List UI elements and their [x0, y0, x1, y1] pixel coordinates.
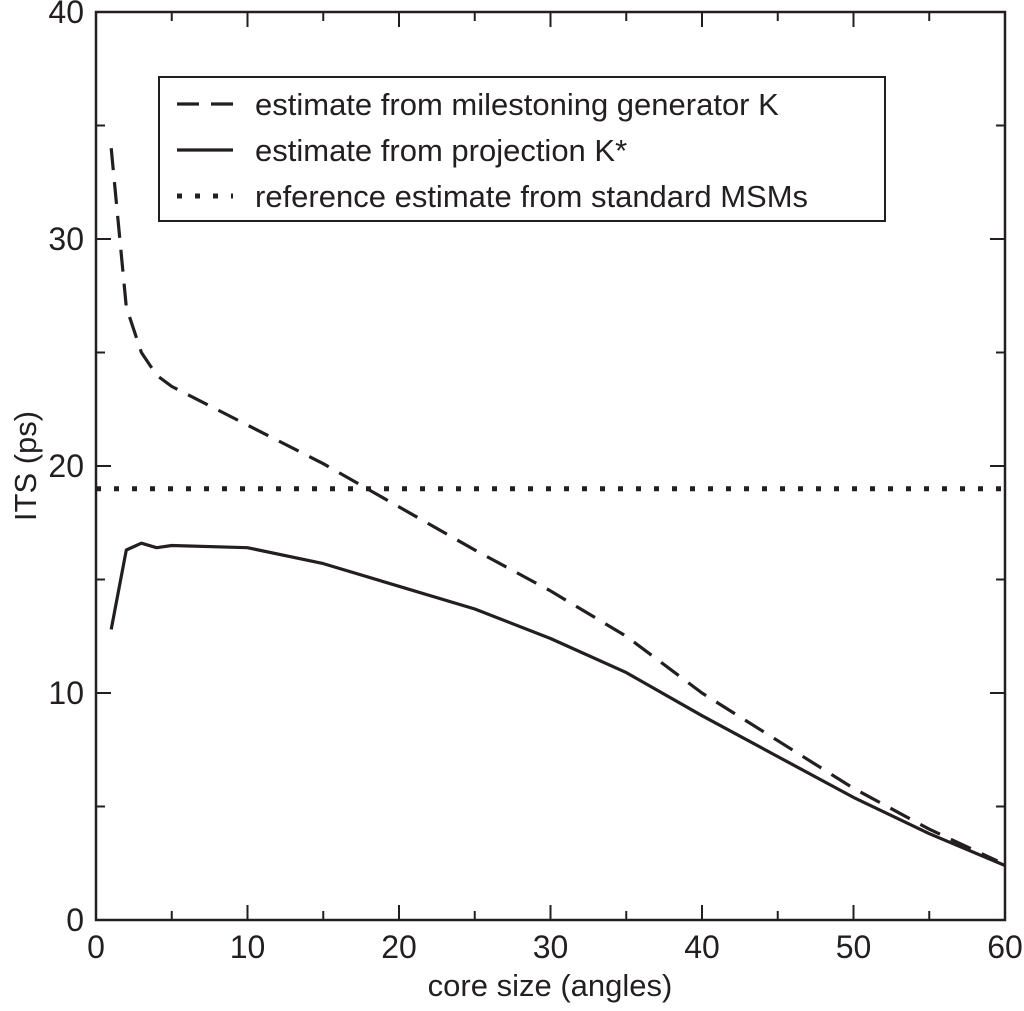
x-tick-label: 10 [230, 929, 266, 965]
y-tick-label: 20 [48, 448, 84, 484]
series-line-1-dashed [109, 148, 999, 863]
plot-frame [94, 10, 1007, 922]
legend-box [158, 76, 886, 222]
x-tick-label: 60 [987, 929, 1023, 965]
legend-entries: estimate from milestoning generator K est… [177, 87, 808, 214]
x-tick-label: 0 [87, 929, 105, 965]
x-tick-label: 20 [381, 929, 417, 965]
y-tick-label: 40 [48, 0, 84, 30]
x-tick-label: 30 [533, 929, 569, 965]
x-tick-label: 50 [836, 929, 872, 965]
legend-label: reference estimate from standard MSMs [255, 179, 808, 214]
y-tick-label: 10 [48, 675, 84, 711]
x-tick-label: 40 [684, 929, 720, 965]
y-axis-label: ITS (ps) [8, 411, 43, 521]
legend-label: estimate from projection K* [255, 133, 627, 168]
series-line-2-solid [109, 541, 1006, 867]
y-tick-label: 30 [48, 221, 84, 257]
tick-labels: 0 10 20 30 40 50 60 0 10 20 30 40 [48, 0, 1022, 965]
legend-label: estimate from milestoning generator K [255, 87, 779, 122]
legend: estimate from milestoning generator K est… [158, 76, 886, 222]
x-axis-label: core size (angles) [428, 968, 673, 1003]
y-tick-label: 0 [66, 902, 84, 938]
series-lines [96, 148, 1006, 867]
